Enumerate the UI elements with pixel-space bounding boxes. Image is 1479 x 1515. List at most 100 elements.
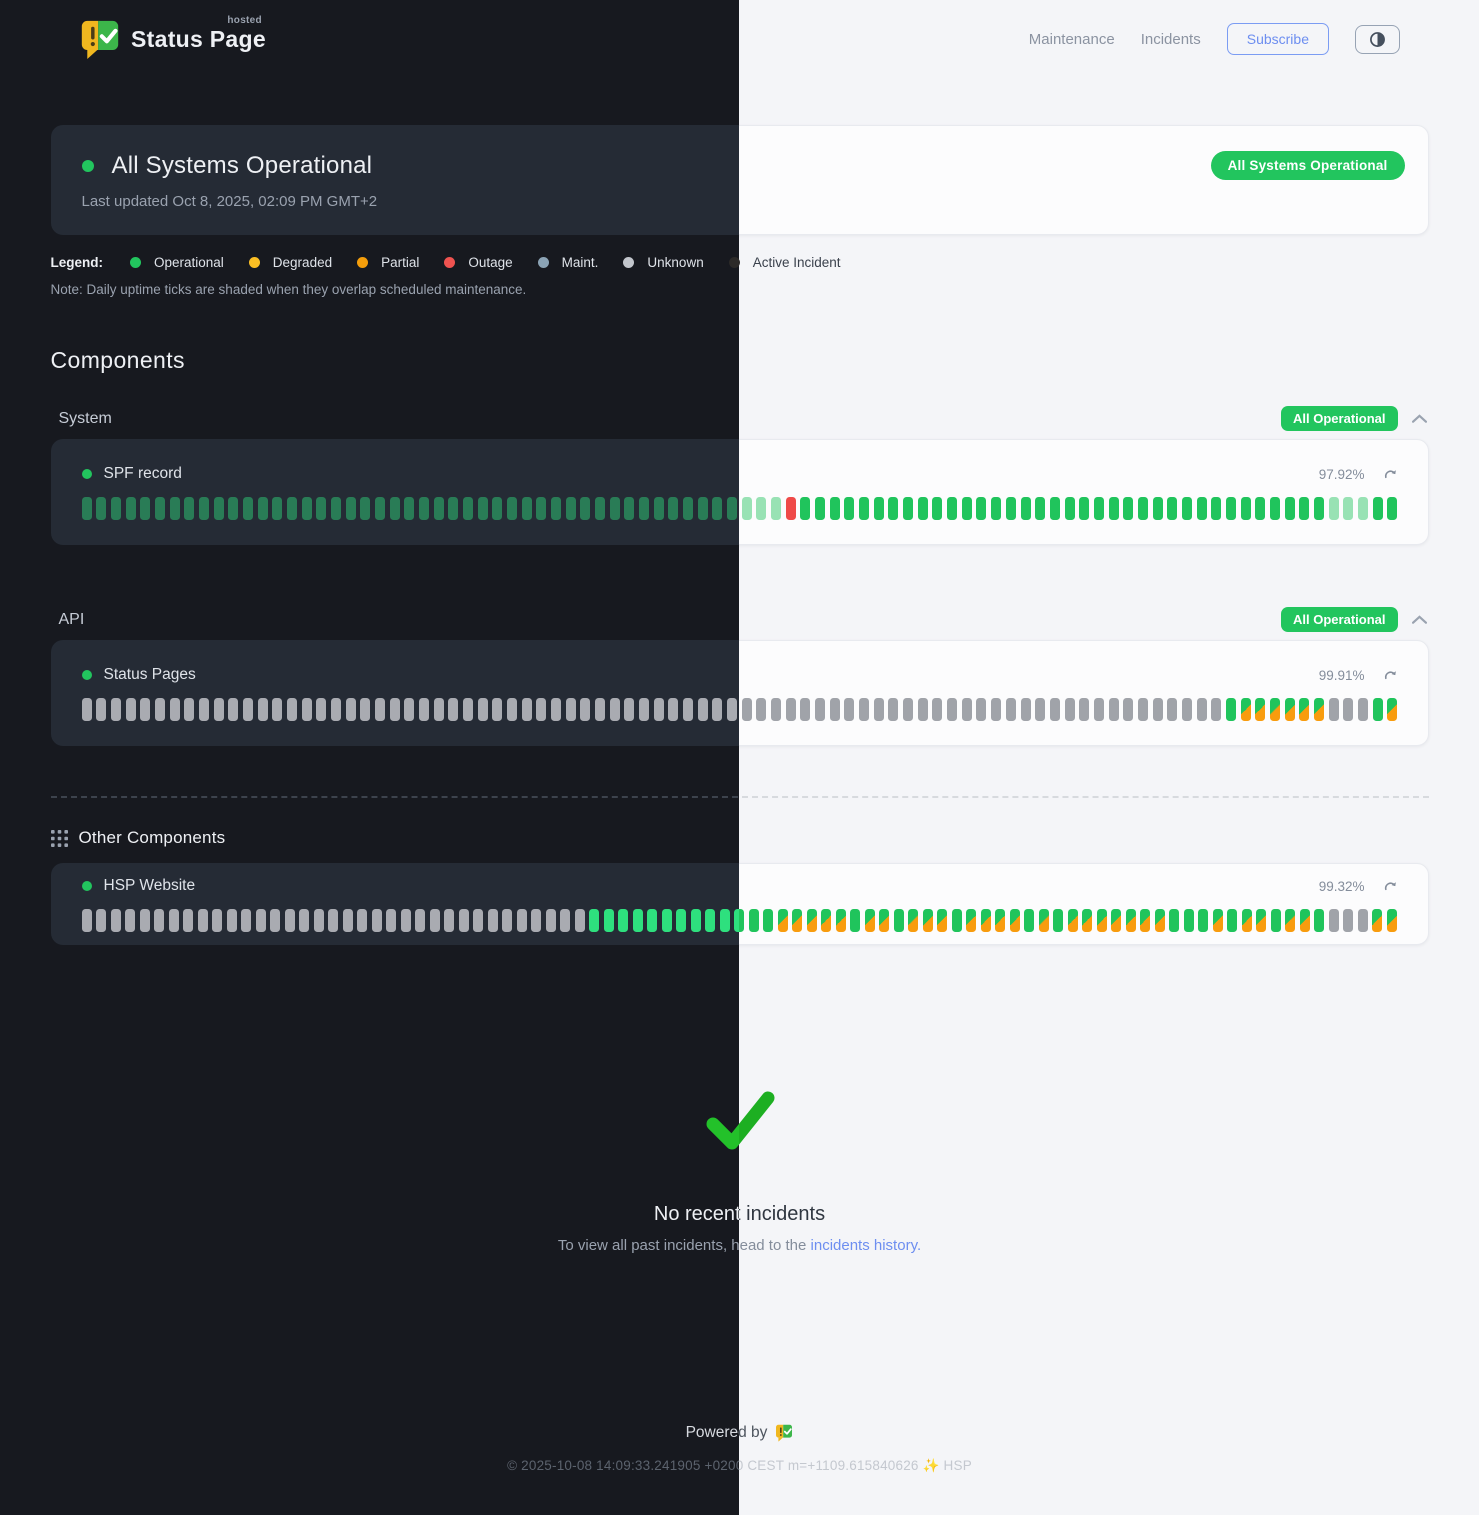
uptime-tick-operational[interactable] <box>947 497 958 520</box>
uptime-tick-operational-maintenance-shaded[interactable] <box>835 909 846 932</box>
uptime-tick-unknown[interactable] <box>1108 698 1119 721</box>
uptime-tick-unknown[interactable] <box>1181 698 1192 721</box>
uptime-tick-operational-maintenance-shaded[interactable] <box>1240 698 1251 721</box>
uptime-tick-operational-faded[interactable] <box>272 497 283 520</box>
uptime-tick-unknown[interactable] <box>1343 909 1353 932</box>
uptime-tick-operational[interactable] <box>1269 497 1280 520</box>
uptime-tick-operational-faded[interactable] <box>257 497 268 520</box>
uptime-tick-unknown[interactable] <box>404 698 415 721</box>
uptime-tick-unknown[interactable] <box>873 698 884 721</box>
uptime-tick-unknown[interactable] <box>917 698 928 721</box>
uptime-tick-operational-maintenance-shaded[interactable] <box>1284 698 1295 721</box>
uptime-tick-operational-maintenance-shaded[interactable] <box>980 909 991 932</box>
nav-link-incidents[interactable]: Incidents <box>1140 30 1201 48</box>
uptime-tick-operational-faded[interactable] <box>154 497 165 520</box>
uptime-tick-unknown[interactable] <box>168 909 179 932</box>
uptime-tick-unknown[interactable] <box>257 698 268 721</box>
uptime-tick-unknown[interactable] <box>771 698 782 721</box>
uptime-tick-operational[interactable] <box>618 909 628 932</box>
uptime-tick-operational[interactable] <box>661 909 672 932</box>
uptime-tick-unknown[interactable] <box>639 698 650 721</box>
uptime-tick-unknown[interactable] <box>815 698 826 721</box>
uptime-tick-operational[interactable] <box>1049 497 1060 520</box>
uptime-tick-operational[interactable] <box>676 909 686 932</box>
uptime-tick-unknown[interactable] <box>418 698 429 721</box>
uptime-tick-unknown[interactable] <box>609 698 620 721</box>
uptime-tick-operational-maintenance-shaded[interactable] <box>1256 909 1266 932</box>
uptime-tick-operational[interactable] <box>951 909 962 932</box>
uptime-tick-operational-faded[interactable] <box>668 497 679 520</box>
uptime-tick-operational-faded[interactable] <box>198 497 209 520</box>
uptime-tick-operational[interactable] <box>1240 497 1251 520</box>
uptime-tick-operational-faded[interactable] <box>301 497 312 520</box>
uptime-tick-unknown[interactable] <box>429 909 440 932</box>
uptime-tick-operational-maintenance-shaded[interactable] <box>1212 909 1223 932</box>
uptime-tick-operational-faded[interactable] <box>374 497 385 520</box>
uptime-tick-operational[interactable] <box>1372 497 1383 520</box>
uptime-tick-unknown[interactable] <box>448 698 459 721</box>
uptime-tick-operational-faded[interactable] <box>184 497 195 520</box>
uptime-tick-operational-faded[interactable] <box>741 497 752 520</box>
uptime-tick-operational-maintenance-shaded[interactable] <box>1038 909 1049 932</box>
uptime-tick-operational-faded[interactable] <box>1343 497 1354 520</box>
uptime-tick-operational[interactable] <box>632 909 643 932</box>
refresh-icon[interactable] <box>1383 879 1398 894</box>
uptime-tick-operational-faded[interactable] <box>433 497 444 520</box>
uptime-tick-unknown[interactable] <box>389 698 400 721</box>
uptime-tick-operational[interactable] <box>1227 909 1237 932</box>
uptime-tick-unknown[interactable] <box>1328 909 1339 932</box>
uptime-tick-operational[interactable] <box>932 497 943 520</box>
uptime-tick-operational[interactable] <box>1225 497 1236 520</box>
uptime-tick-unknown[interactable] <box>81 698 92 721</box>
uptime-tick-operational-maintenance-shaded[interactable] <box>966 909 976 932</box>
uptime-tick-operational-faded[interactable] <box>1357 497 1368 520</box>
uptime-tick-operational-maintenance-shaded[interactable] <box>879 909 889 932</box>
uptime-tick-operational[interactable] <box>873 497 884 520</box>
uptime-tick-operational-faded[interactable] <box>169 497 180 520</box>
uptime-tick-operational-faded[interactable] <box>756 497 767 520</box>
uptime-tick-outage[interactable] <box>785 497 796 520</box>
uptime-tick-operational-maintenance-shaded[interactable] <box>1387 698 1398 721</box>
uptime-tick-unknown[interactable] <box>110 909 121 932</box>
uptime-tick-unknown[interactable] <box>154 698 165 721</box>
uptime-tick-unknown[interactable] <box>947 698 958 721</box>
uptime-tick-unknown[interactable] <box>477 698 488 721</box>
uptime-tick-operational[interactable] <box>903 497 914 520</box>
uptime-tick-unknown[interactable] <box>668 698 679 721</box>
uptime-tick-unknown[interactable] <box>492 698 503 721</box>
uptime-tick-unknown[interactable] <box>330 698 341 721</box>
uptime-tick-unknown[interactable] <box>800 698 811 721</box>
uptime-tick-unknown[interactable] <box>521 698 532 721</box>
uptime-tick-unknown[interactable] <box>345 698 356 721</box>
uptime-tick-operational-faded[interactable] <box>683 497 694 520</box>
uptime-tick-unknown[interactable] <box>859 698 870 721</box>
uptime-tick-unknown[interactable] <box>741 698 752 721</box>
uptime-tick-operational[interactable] <box>1108 497 1119 520</box>
uptime-tick-unknown[interactable] <box>1005 698 1016 721</box>
uptime-tick-unknown[interactable] <box>154 909 164 932</box>
uptime-tick-unknown[interactable] <box>110 698 121 721</box>
uptime-tick-operational-faded[interactable] <box>1328 497 1339 520</box>
uptime-tick-operational-faded[interactable] <box>771 497 782 520</box>
uptime-tick-unknown[interactable] <box>313 909 324 932</box>
uptime-tick-operational-maintenance-shaded[interactable] <box>821 909 831 932</box>
uptime-tick-operational[interactable] <box>1064 497 1075 520</box>
uptime-tick-unknown[interactable] <box>1167 698 1178 721</box>
uptime-tick-operational[interactable] <box>690 909 701 932</box>
uptime-tick-operational-faded[interactable] <box>492 497 503 520</box>
uptime-tick-operational-faded[interactable] <box>213 497 224 520</box>
uptime-tick-operational-faded[interactable] <box>609 497 620 520</box>
uptime-tick-unknown[interactable] <box>595 698 606 721</box>
uptime-tick-operational-faded[interactable] <box>360 497 371 520</box>
uptime-tick-operational[interactable] <box>1167 497 1178 520</box>
uptime-tick-operational-faded[interactable] <box>242 497 253 520</box>
uptime-tick-unknown[interactable] <box>531 909 541 932</box>
uptime-tick-unknown[interactable] <box>727 698 738 721</box>
uptime-tick-unknown[interactable] <box>1035 698 1046 721</box>
uptime-tick-operational[interactable] <box>888 497 899 520</box>
uptime-tick-unknown[interactable] <box>386 909 396 932</box>
uptime-tick-unknown[interactable] <box>433 698 444 721</box>
uptime-tick-unknown[interactable] <box>169 698 180 721</box>
uptime-tick-operational-maintenance-shaded[interactable] <box>792 909 802 932</box>
